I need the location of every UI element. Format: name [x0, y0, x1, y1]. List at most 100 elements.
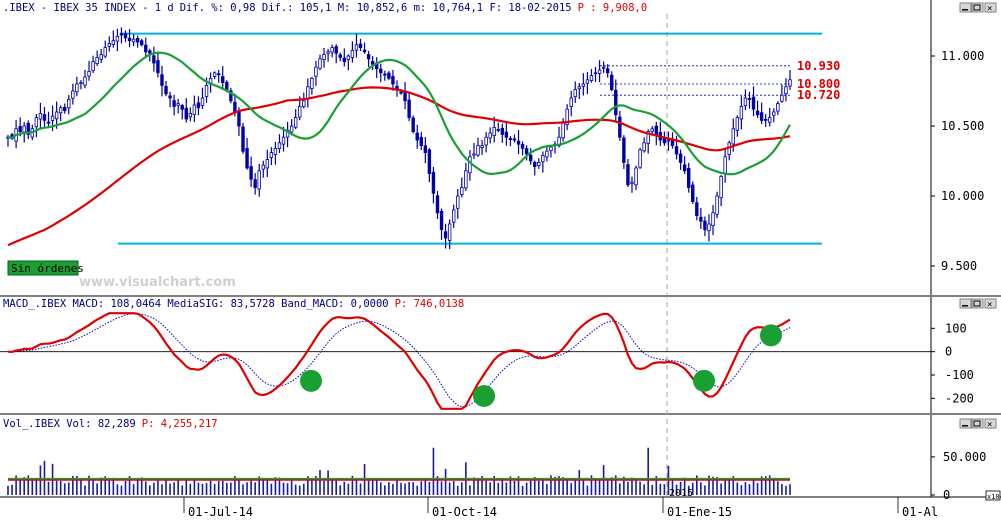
candle-body	[460, 187, 464, 195]
macd-axis-label: 0	[945, 345, 952, 359]
macd-header: MACD_.IBEX MACD: 108,0464 MediaSIG: 83,5…	[3, 298, 464, 310]
candle-body	[719, 175, 723, 199]
candle-body	[682, 164, 687, 172]
macd-axis-label: 100	[945, 321, 967, 335]
candle-body	[691, 184, 695, 203]
candle-body	[160, 74, 164, 86]
macd-crossover-marker	[300, 369, 322, 392]
macd-maximize-button[interactable]	[971, 298, 984, 309]
volume-panel	[7, 447, 791, 495]
candle-body	[642, 142, 646, 152]
candle-body	[435, 195, 440, 214]
candle-body	[330, 47, 334, 53]
candle-body	[763, 118, 768, 121]
no-orders-badge[interactable]	[7, 260, 79, 276]
candle-body	[184, 107, 188, 120]
close-button[interactable]	[984, 2, 997, 13]
short-ma-line	[7, 51, 791, 176]
candle-body	[261, 164, 265, 170]
candle-body	[788, 79, 792, 87]
candle-body	[298, 106, 302, 118]
vol-maximize-button[interactable]	[971, 418, 984, 429]
candle-body	[751, 96, 756, 110]
candle-body	[500, 127, 505, 135]
macd-maximize-icon	[973, 300, 981, 307]
macd-panel-window-buttons: ×	[959, 298, 997, 310]
vol-minimize-button[interactable]	[959, 418, 972, 429]
candle-body	[338, 54, 342, 58]
candle-body	[492, 127, 496, 136]
level-label: 10.930	[797, 59, 840, 73]
candle-body	[391, 76, 395, 85]
candle-body	[200, 97, 205, 106]
candle-body	[229, 90, 233, 102]
candle-body	[431, 171, 436, 194]
volume-axis-label: 0	[943, 488, 950, 502]
candle-body	[306, 86, 310, 99]
candle-body	[245, 148, 249, 169]
candle-body	[549, 146, 553, 152]
candle-body	[257, 170, 261, 190]
candle-body	[707, 223, 711, 232]
candle-body	[111, 40, 116, 45]
price-panel-window-buttons: ×	[959, 2, 997, 14]
candle-body	[618, 116, 622, 138]
candle-body	[569, 97, 573, 107]
macd-signal-line	[8, 313, 791, 408]
candle-body	[91, 61, 95, 72]
macd-crossover-marker	[693, 369, 715, 392]
candle-body	[650, 128, 654, 132]
candle-body	[476, 145, 480, 156]
candle-body	[776, 103, 780, 112]
macd-axis-label: -200	[945, 391, 974, 405]
candle-body	[241, 126, 245, 152]
candle-body	[731, 128, 735, 145]
candle-body	[152, 55, 156, 64]
vol-maximize-icon	[973, 420, 981, 427]
candle-body	[784, 86, 788, 95]
candle-body	[711, 212, 715, 227]
watermark: www.visualchart.com	[79, 275, 236, 290]
candle-body	[528, 154, 533, 162]
price-header-stats: Dif. %: 0,98 Dif.: 105,1 M: 10,852,6 m: …	[180, 2, 572, 14]
candle-body	[581, 83, 586, 87]
candle-body	[715, 195, 719, 215]
candle-body	[387, 72, 391, 79]
candle-body	[50, 115, 55, 121]
time-axis-label: 01-Jul-14	[188, 505, 253, 519]
candle-body	[601, 66, 606, 69]
volume-axis-label: 50.000	[943, 450, 986, 464]
corner-scale-box[interactable]	[985, 490, 1001, 501]
candle-body	[411, 117, 415, 132]
vol-close-icon: ×	[987, 420, 992, 430]
candle-body	[484, 136, 488, 146]
candle-body	[399, 91, 403, 94]
price-header-p: P : 9,908,0	[578, 2, 648, 14]
long-ma-line	[7, 86, 791, 247]
candle-body	[281, 136, 286, 145]
price-axis-label: 11.000	[941, 49, 984, 63]
candle-body	[75, 83, 79, 93]
candle-body	[699, 216, 703, 222]
price-axis-label: 10.500	[941, 119, 984, 133]
candle-body	[221, 76, 225, 83]
candle-body	[589, 75, 594, 82]
candle-body	[95, 57, 99, 65]
candle-body	[674, 146, 679, 155]
candle-body	[54, 111, 59, 120]
macd-close-button[interactable]	[984, 298, 997, 309]
candle-body	[176, 103, 180, 106]
candle-body	[58, 107, 63, 114]
minimize-button[interactable]	[959, 2, 972, 13]
vol-minimize-icon	[962, 425, 968, 427]
candle-body	[626, 164, 630, 186]
candle-body	[666, 139, 671, 142]
vol-close-button[interactable]	[984, 418, 997, 429]
macd-minimize-button[interactable]	[959, 298, 972, 309]
candle-body	[326, 51, 330, 54]
candle-body	[310, 78, 314, 89]
candle-body	[630, 181, 634, 184]
candle-body	[99, 54, 103, 60]
maximize-button[interactable]	[971, 2, 984, 13]
candle-body	[233, 101, 237, 113]
